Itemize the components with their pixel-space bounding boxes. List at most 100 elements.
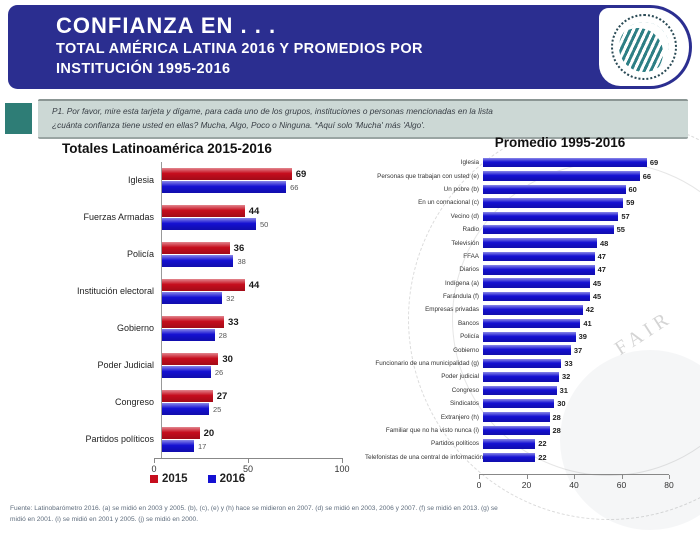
bar-2015 [162, 353, 219, 365]
question-line-2: ¿cuánta confianza tiene usted en ellas? … [52, 119, 426, 130]
right-chart-x-axis: 0 20 40 60 80 [477, 474, 674, 490]
right-chart-row: FFAA 47 [365, 250, 658, 263]
bar-2016 [162, 255, 234, 267]
left-chart-row: Poder Judicial 30 26 [8, 347, 306, 384]
bar-2015 [162, 427, 200, 439]
category-label: Partidos políticos [431, 440, 479, 448]
left-chart-row: Policía 36 38 [8, 236, 306, 273]
source-footnote: Fuente: Latinobarómetro 2016. (a) se mid… [10, 504, 686, 525]
left-chart: Iglesia 69 66 Fuerzas Armadas 44 50 Policía 36 3… [8, 162, 306, 458]
right-chart-row: Sindicatos 30 [365, 397, 658, 410]
bar-line: 69 [162, 168, 306, 181]
bar [483, 211, 619, 221]
bar [483, 398, 555, 409]
right-chart-row: En un connacional (c) 59 [365, 196, 658, 209]
right-chart-row: Televisión 48 [365, 236, 658, 249]
slide-subtitle-line2: INSTITUCIÓN 1995-2016 [56, 61, 231, 77]
slide-subtitle-line1: TOTAL AMÉRICA LATINA 2016 Y PROMEDIOS PO… [56, 41, 423, 57]
axis-tick-label: 50 [242, 464, 254, 474]
right-chart-row: Bancos 41 [365, 317, 658, 330]
axis-tick [479, 475, 480, 479]
value-2016: 25 [213, 404, 222, 414]
bar-2015 [162, 390, 213, 402]
category-label: FFAA [463, 252, 479, 260]
right-chart: Iglesia 69 Personas que trabajan con usted… [365, 156, 658, 464]
value-2016: 17 [197, 441, 207, 451]
bar-line: 66 [162, 181, 306, 194]
value-label: 33 [564, 359, 573, 369]
value-2015: 69 [295, 168, 307, 180]
value-label: 28 [552, 412, 561, 422]
left-chart-row: Iglesia 69 66 [8, 162, 306, 199]
category-label: Gobierno [116, 322, 154, 333]
footnote-line-1: Fuente: Latinobarómetro 2016. (a) se mid… [10, 505, 498, 512]
axis-tick [526, 475, 528, 479]
bar-2016 [162, 181, 287, 193]
bar-2016 [162, 218, 256, 230]
left-chart-row: Congreso 27 25 [8, 384, 306, 421]
value-label: 28 [552, 426, 561, 435]
value-label: 55 [616, 225, 625, 235]
right-chart-row: Congreso 31 [365, 384, 658, 397]
value-2015: 27 [216, 390, 228, 402]
axis-tick-label: 0 [151, 464, 157, 474]
value-label: 39 [578, 332, 587, 342]
right-chart-title: Promedio 1995-2016 [494, 135, 626, 150]
axis-tick [342, 459, 343, 463]
value-label: 42 [585, 305, 595, 315]
left-chart-row: Institución electoral 44 32 [8, 273, 306, 310]
bar-line: 26 [162, 366, 233, 379]
bar-line: 25 [162, 403, 227, 416]
bar-line: 30 [162, 353, 233, 366]
category-label: Iglesia [460, 159, 479, 167]
bar [483, 425, 550, 436]
bar [483, 265, 595, 275]
bar-line: 44 [162, 279, 259, 292]
left-chart-row: Gobierno 33 28 [8, 310, 306, 347]
bar-2015 [162, 168, 292, 180]
right-chart-row: Vecino (d) 57 [365, 210, 658, 223]
category-label: Telefonistas de una central de informaci… [365, 453, 491, 461]
bar-line: 28 [162, 329, 239, 342]
right-chart-row: Diarios 47 [365, 263, 658, 276]
category-label: Funcionario de una municipalidad (g) [375, 360, 479, 368]
bar-2016 [162, 292, 223, 304]
category-label: Congreso [114, 396, 154, 407]
value-label: 48 [600, 238, 609, 248]
category-label: Bancos [457, 319, 479, 327]
category-label: Poder judicial [441, 373, 479, 381]
category-label: Empresas privadas [425, 306, 479, 314]
bar-group: 33 28 [161, 310, 239, 347]
bar-line: 17 [162, 440, 214, 453]
bar-2016 [162, 440, 194, 452]
value-label: 59 [626, 198, 635, 208]
category-label: Vecino (d) [450, 212, 479, 220]
value-label: 69 [649, 158, 659, 168]
right-chart-row: Gobierno 37 [365, 343, 658, 356]
value-2016: 32 [226, 293, 235, 303]
category-label: Policía [460, 333, 479, 341]
bar-2015 [162, 279, 245, 291]
value-label: 32 [562, 372, 571, 382]
value-label: 60 [628, 184, 637, 194]
bar-group: 69 66 [161, 162, 306, 199]
bar [483, 385, 557, 396]
axis-tick-label: 80 [664, 480, 674, 490]
category-label: Institución electoral [76, 285, 154, 296]
value-label: 30 [557, 399, 566, 409]
bar-2016 [162, 403, 209, 415]
bar-line: 32 [162, 292, 259, 305]
category-label: Sindicatos [449, 400, 479, 408]
right-chart-row: Personas que trabajan con usted (e) 66 [365, 169, 658, 182]
bar [483, 238, 597, 248]
value-label: 45 [592, 292, 602, 302]
bar-2015 [162, 205, 245, 217]
value-2015: 36 [233, 242, 245, 254]
legend-swatch [150, 475, 158, 483]
axis-tick-label: 20 [521, 480, 532, 490]
value-label: 37 [573, 345, 583, 355]
category-label: Gobierno [453, 346, 479, 354]
bar-line: 33 [162, 316, 239, 329]
right-chart-row: Partidos políticos 22 [365, 437, 658, 450]
